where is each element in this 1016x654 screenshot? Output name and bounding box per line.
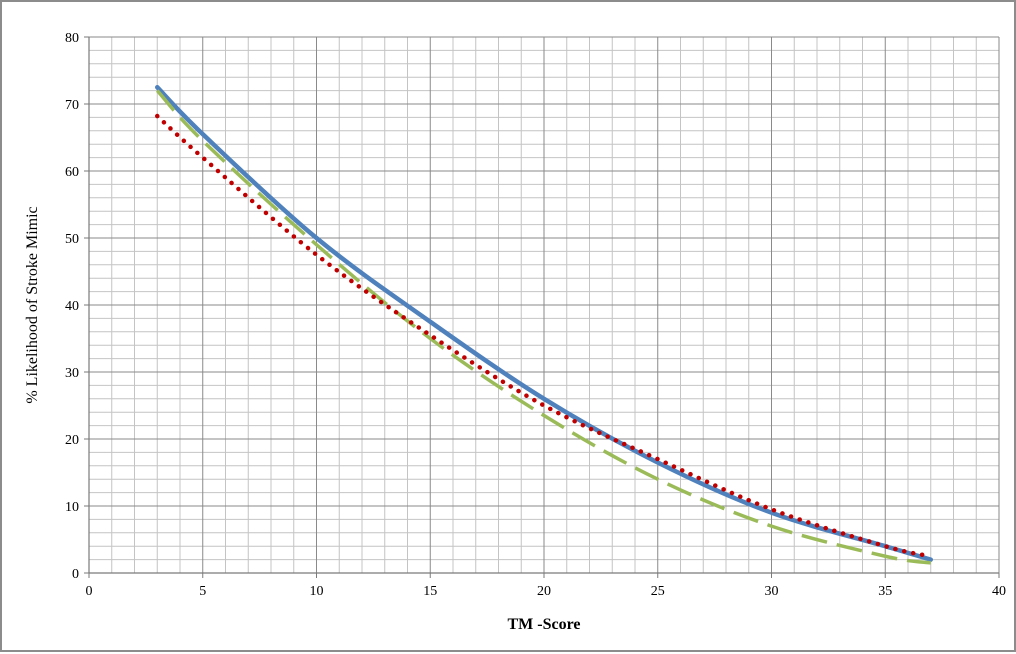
x-tick-label: 25 bbox=[651, 584, 665, 599]
y-tick-label: 70 bbox=[65, 98, 79, 113]
y-tick-label: 0 bbox=[72, 567, 79, 582]
x-tick-label: 0 bbox=[86, 584, 93, 599]
y-tick-label: 30 bbox=[65, 366, 79, 381]
x-axis-title: TM -Score bbox=[507, 616, 580, 633]
series-line-dashed bbox=[155, 89, 932, 565]
y-tick-label: 20 bbox=[65, 433, 79, 448]
series-layer bbox=[155, 85, 933, 565]
axes bbox=[84, 36, 1000, 578]
y-tick-labels: 0 10 20 30 40 50 60 70 80 bbox=[65, 31, 79, 582]
y-tick-label: 10 bbox=[65, 500, 79, 515]
y-tick-label: 80 bbox=[65, 31, 79, 46]
major-gridlines bbox=[89, 36, 1000, 573]
x-tick-label: 20 bbox=[537, 584, 551, 599]
x-tick-label: 5 bbox=[199, 584, 206, 599]
y-tick-label: 60 bbox=[65, 165, 79, 180]
y-tick-label: 40 bbox=[65, 299, 79, 314]
series-line-solid bbox=[155, 85, 933, 562]
series-line-dotted bbox=[155, 113, 933, 559]
y-tick-label: 50 bbox=[65, 232, 79, 247]
x-tick-label: 30 bbox=[765, 584, 779, 599]
x-tick-label: 35 bbox=[878, 584, 892, 599]
x-tick-label: 10 bbox=[310, 584, 324, 599]
x-tick-label: 15 bbox=[423, 584, 437, 599]
x-tick-label: 40 bbox=[992, 584, 1006, 599]
y-axis-title: % Likelihood of Stroke Mimic bbox=[24, 206, 41, 403]
x-tick-labels: 0 5 10 15 20 25 30 35 40 bbox=[86, 584, 1007, 599]
